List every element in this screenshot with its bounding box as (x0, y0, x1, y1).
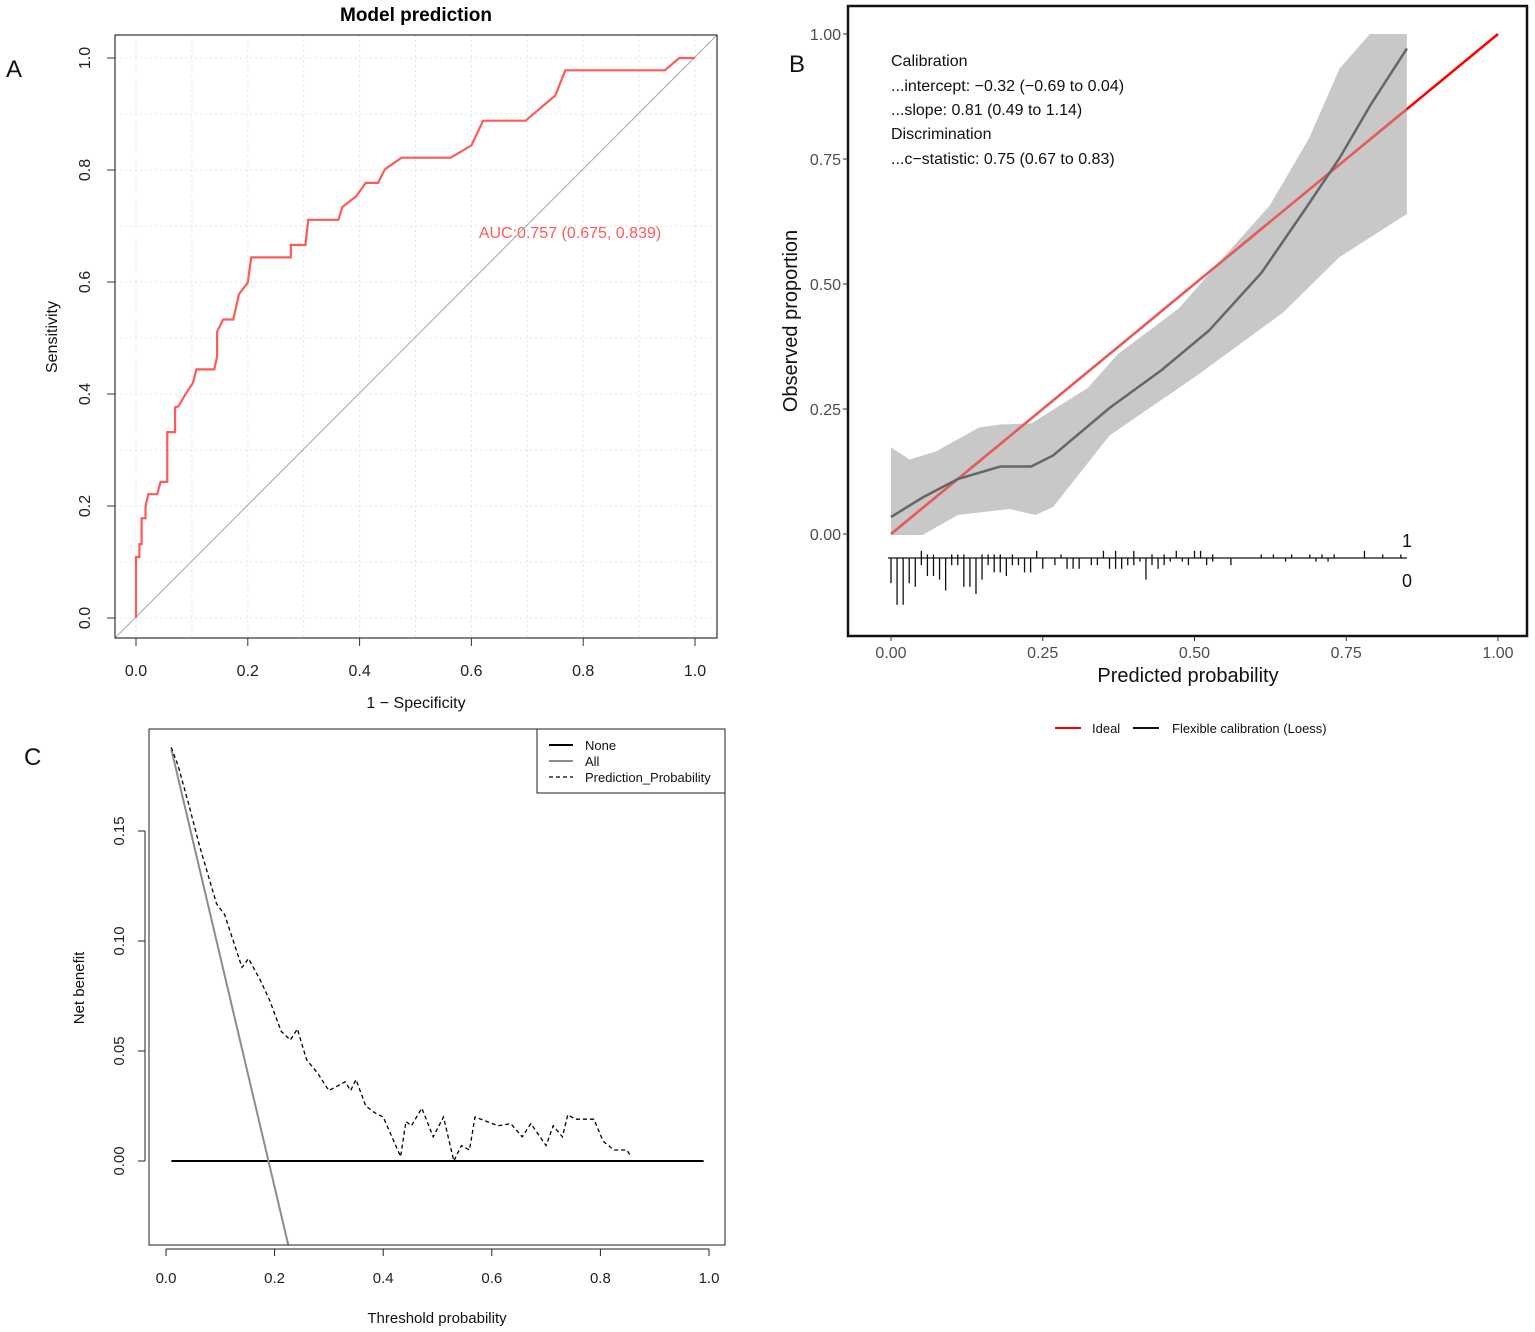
x-tick-label: 0.0 (156, 1270, 177, 1287)
rug-label-nonevents: 0 (1402, 571, 1412, 591)
calibration-plot-area: 0.00 0.25 0.50 0.75 1.00 0.00 0.25 0.50 0.75 1.00 (810, 4, 1529, 662)
legend-label-prediction: Prediction_Probability (585, 770, 711, 785)
prediction-probability-curve (170, 747, 632, 1163)
x-tick-label: 0.50 (1179, 645, 1210, 662)
dca-plot-area: 0.0 0.2 0.4 0.6 0.8 1.0 0.00 0.05 0.10 0.15 (111, 728, 726, 1287)
roc-y-label: Sensitivity (44, 301, 61, 373)
y-tick-label: 0.10 (111, 926, 128, 955)
x-tick-label: 0.2 (237, 663, 259, 680)
x-tick-label: 0.00 (875, 645, 906, 662)
plot-frame (846, 4, 1529, 638)
y-tick-label: 0.0 (77, 607, 94, 629)
x-tick-label: 0.8 (572, 663, 594, 680)
x-tick-label: 0.0 (125, 663, 147, 680)
calibration-annotation-3: Discrimination (891, 126, 991, 143)
x-tick-label: 1.00 (1482, 645, 1513, 662)
roc-grid (115, 35, 717, 638)
x-tick-label: 0.6 (481, 1270, 502, 1287)
x-tick-label: 0.4 (348, 663, 370, 680)
roc-x-label: 1 − Specificity (366, 695, 465, 712)
y-tick-label: 1.00 (810, 27, 841, 44)
panel-label-c: C (24, 744, 41, 771)
x-tick-label: 0.4 (373, 1270, 394, 1287)
y-tick-label: 0.2 (77, 495, 94, 517)
y-tick-label: 0.25 (810, 402, 841, 419)
dca-legend: None All Prediction_Probability (536, 728, 726, 794)
plot-frame (148, 728, 726, 1246)
roc-chart: Model prediction 1 − Specificity Sensiti… (44, 5, 718, 712)
legend-label-all: All (585, 754, 600, 769)
reference-diagonal (114, 34, 718, 639)
x-tick-label: 0.8 (590, 1270, 611, 1287)
y-tick-label: 0.8 (77, 159, 94, 181)
calibration-annotation-1: ...intercept: −0.32 (−0.69 to 0.04) (891, 78, 1124, 95)
calibration-annotation-2: ...slope: 0.81 (0.49 to 1.14) (891, 102, 1082, 119)
y-tick-label: 0.50 (810, 277, 841, 294)
calibration-x-label: Predicted probability (1097, 665, 1278, 687)
x-tick-label: 1.0 (684, 663, 706, 680)
panel-label-a: A (6, 56, 22, 83)
legend-label-none: None (585, 738, 616, 753)
y-tick-label: 0.00 (111, 1146, 128, 1175)
x-tick-label: 0.2 (264, 1270, 285, 1287)
x-tick-label: 0.75 (1331, 645, 1362, 662)
decision-curve-chart: 0.0 0.2 0.4 0.6 0.8 1.0 0.00 0.05 0.10 0.15 Thres… (71, 728, 726, 1327)
roc-title: Model prediction (340, 5, 492, 26)
ideal-line-band-overlay (890, 108, 1408, 535)
x-tick-label: 0.6 (460, 663, 482, 680)
y-tick-label: 1.0 (77, 47, 94, 69)
auc-annotation: AUC:0.757 (0.675, 0.839) (479, 225, 661, 242)
dca-x-label: Threshold probability (367, 1310, 507, 1327)
y-tick-label: 0.05 (111, 1036, 128, 1065)
dca-y-label: Net benefit (71, 951, 88, 1024)
x-tick-label: 1.0 (699, 1270, 720, 1287)
calibration-y-label: Observed proportion (780, 230, 802, 412)
y-tick-label: 0.00 (810, 527, 841, 544)
legend-label-ideal: Ideal (1092, 721, 1120, 736)
x-tick-label: 0.25 (1027, 645, 1058, 662)
y-tick-label: 0.4 (77, 383, 94, 405)
calibration-annotation-4: ...c−statistic: 0.75 (0.67 to 0.83) (891, 151, 1115, 168)
y-tick-label: 0.75 (810, 152, 841, 169)
y-tick-label: 0.6 (77, 271, 94, 293)
panel-label-b: B (789, 51, 805, 78)
calibration-legend: Ideal Flexible calibration (Loess) (1055, 721, 1327, 736)
calibration-chart: 0.00 0.25 0.50 0.75 1.00 0.00 0.25 0.50 0.75 1.00… (780, 4, 1529, 736)
y-tick-label: 0.15 (111, 816, 128, 845)
calibration-annotation-0: Calibration (891, 53, 967, 70)
legend-label-loess: Flexible calibration (Loess) (1172, 721, 1327, 736)
roc-curve (134, 56, 695, 618)
confidence-band (891, 34, 1407, 535)
plot-frame (114, 34, 718, 639)
loess-curve (890, 47, 1408, 519)
treat-all-line (170, 749, 290, 1245)
rug-label-events: 1 (1402, 531, 1412, 551)
ideal-line (890, 33, 1499, 535)
